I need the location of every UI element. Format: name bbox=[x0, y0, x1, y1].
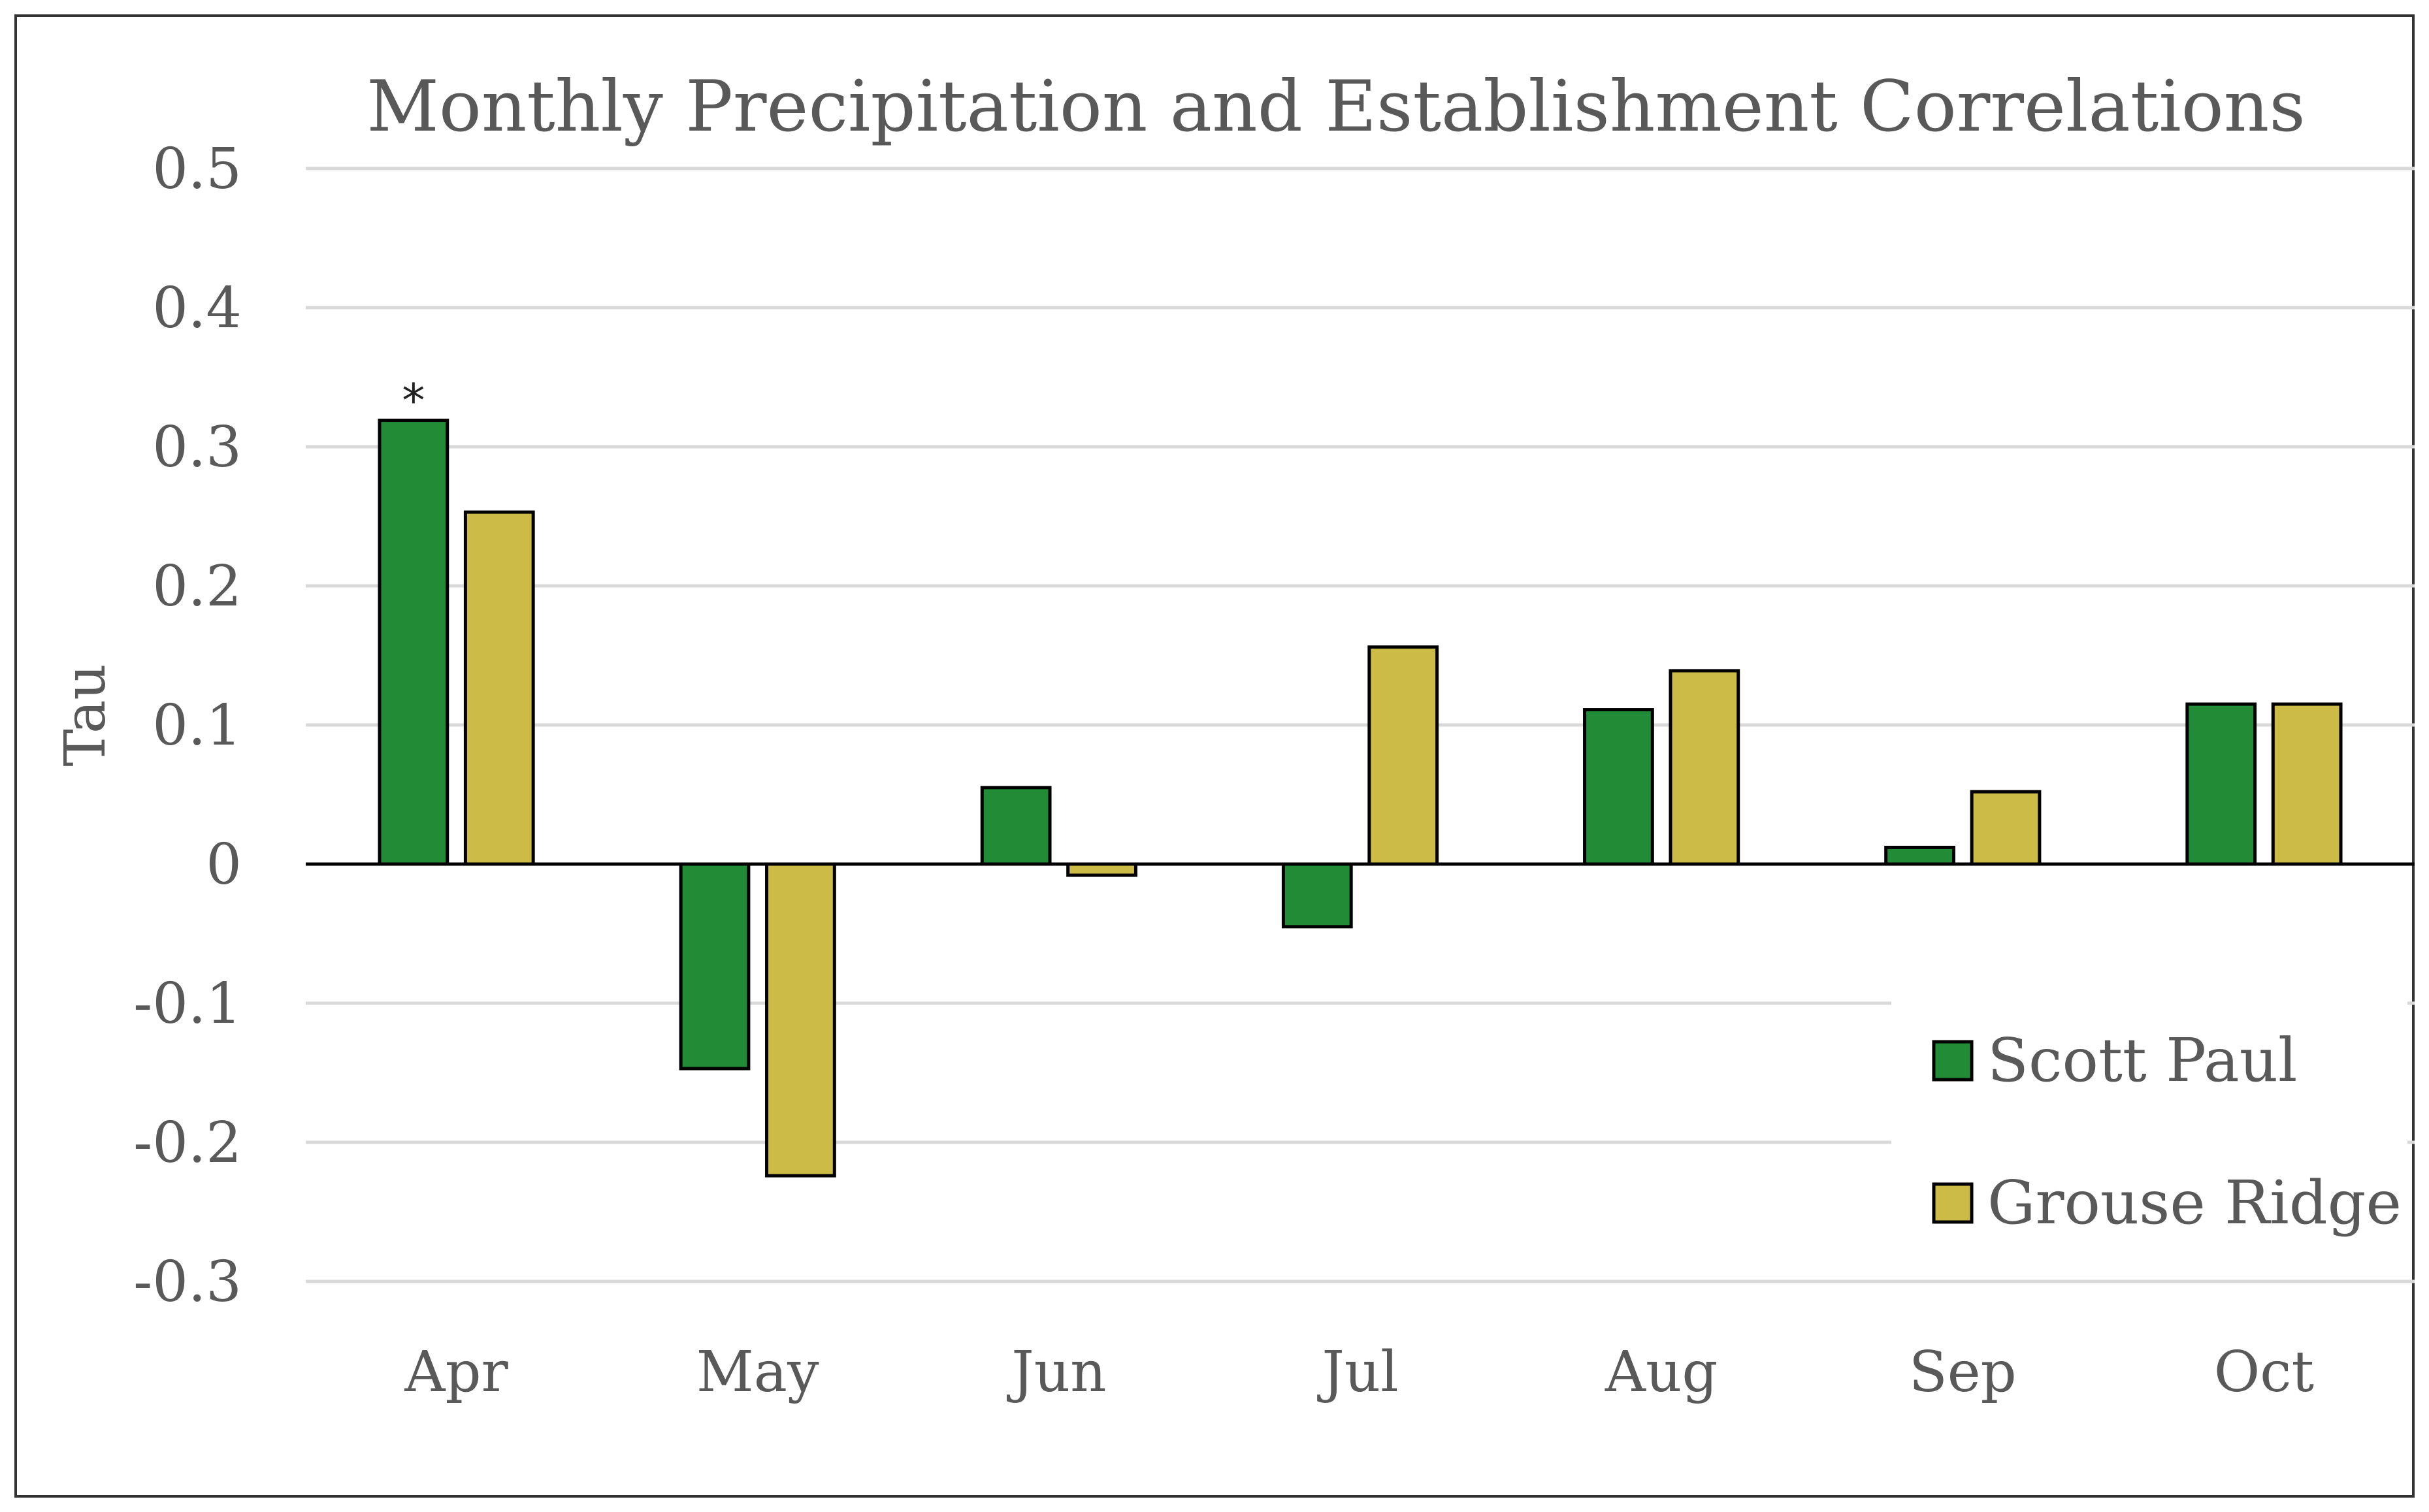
bar-grouse-ridge-jul bbox=[1367, 645, 1439, 866]
bar-scott-paul-apr bbox=[378, 419, 449, 866]
bar-scott-paul-aug bbox=[1583, 708, 1654, 866]
bar-grouse-ridge-sep bbox=[1970, 790, 2042, 866]
y-tick-label: 0.2 bbox=[152, 554, 242, 619]
x-axis-ticks: Apr May Jun Jul Aug Sep Oct bbox=[404, 1340, 2314, 1405]
y-tick-label: -0.1 bbox=[133, 971, 242, 1037]
x-tick-label: May bbox=[696, 1340, 819, 1405]
chart-title: Monthly Precipitation and Establishment … bbox=[367, 66, 2306, 148]
bar-grouse-ridge-jun bbox=[1066, 862, 1137, 877]
legend-swatch bbox=[1932, 1040, 1974, 1082]
y-tick-label: 0.3 bbox=[152, 415, 242, 480]
bar-scott-paul-sep bbox=[1884, 845, 1955, 866]
bar-scott-paul-jun bbox=[980, 786, 1052, 866]
y-axis-label: Tau bbox=[53, 664, 118, 766]
legend: Scott Paul Grouse Ridge bbox=[1891, 986, 2407, 1267]
legend-label: Scott Paul bbox=[1987, 1025, 2297, 1095]
bars bbox=[378, 419, 2343, 1178]
y-axis-ticks: 0.5 0.4 0.3 0.2 0.1 0 -0.1 -0.2 -0.3 bbox=[133, 137, 242, 1315]
bar-grouse-ridge-may bbox=[765, 862, 836, 1178]
x-tick-label: Jun bbox=[1006, 1340, 1106, 1405]
y-tick-label: -0.3 bbox=[133, 1249, 242, 1315]
bar-scott-paul-jul bbox=[1281, 862, 1353, 929]
x-tick-label: Apr bbox=[404, 1340, 508, 1405]
bar-grouse-ridge-aug bbox=[1669, 669, 1740, 866]
bar-grouse-ridge-apr bbox=[463, 510, 535, 866]
significance-marker: * bbox=[402, 374, 425, 428]
annotations: * bbox=[402, 374, 425, 428]
y-tick-label: 0.5 bbox=[152, 137, 242, 202]
legend-background bbox=[1891, 986, 2407, 1267]
x-tick-label: Jul bbox=[1316, 1340, 1398, 1405]
legend-swatch bbox=[1932, 1182, 1974, 1224]
x-tick-label: Oct bbox=[2214, 1340, 2314, 1405]
bar-scott-paul-oct bbox=[2185, 702, 2257, 866]
bar-scott-paul-may bbox=[679, 862, 751, 1070]
y-tick-label: 0.4 bbox=[152, 276, 242, 341]
legend-label: Grouse Ridge bbox=[1987, 1168, 2402, 1238]
x-tick-label: Aug bbox=[1605, 1340, 1718, 1405]
bar-grouse-ridge-oct bbox=[2271, 702, 2343, 866]
x-tick-label: Sep bbox=[1909, 1340, 2017, 1405]
y-tick-label: 0 bbox=[206, 832, 242, 897]
y-tick-label: 0.1 bbox=[152, 693, 242, 758]
y-tick-label: -0.2 bbox=[133, 1110, 242, 1176]
